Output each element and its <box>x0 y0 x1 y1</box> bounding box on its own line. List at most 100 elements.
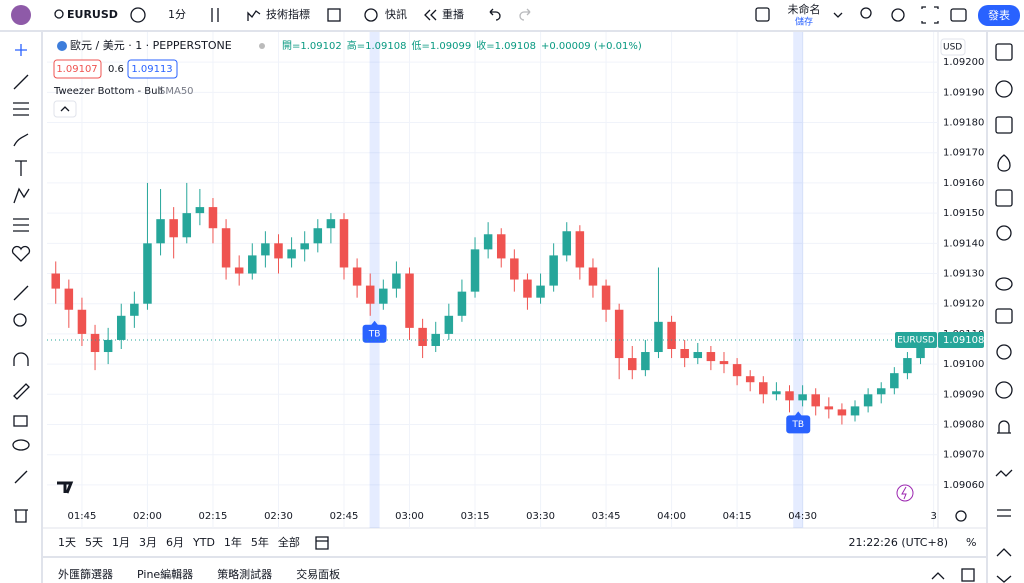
calendar[interactable] <box>995 189 1013 207</box>
layout-icon[interactable] <box>327 8 341 22</box>
ask-box[interactable] <box>127 59 178 79</box>
publish-button[interactable] <box>978 5 1020 26</box>
alerts[interactable] <box>995 80 1013 98</box>
ideas[interactable] <box>996 225 1012 241</box>
add-symbol[interactable] <box>130 7 146 23</box>
candle-body <box>156 219 165 244</box>
streams[interactable] <box>995 308 1013 324</box>
range-button[interactable]: 5年 <box>251 535 269 549</box>
range-button[interactable]: 5天 <box>85 536 103 549</box>
bottom-tab[interactable]: 策略測試器 <box>217 567 272 581</box>
redo[interactable] <box>519 8 531 21</box>
fullscreen[interactable] <box>921 6 939 24</box>
x-tick-label: 04:00 <box>657 511 686 522</box>
candle-body <box>221 228 231 268</box>
undo[interactable] <box>489 8 501 21</box>
trendline-tool[interactable] <box>13 74 29 90</box>
symbol[interactable]: EURUSD <box>67 8 118 21</box>
replay-icon <box>424 9 437 21</box>
interval[interactable]: 1分 <box>168 8 186 21</box>
indicator-name: Tweezer Bottom - Bull <box>53 86 163 97</box>
stay-drawing[interactable] <box>13 383 30 400</box>
watchlist[interactable] <box>995 43 1013 61</box>
candle-icon[interactable] <box>211 8 219 22</box>
measure-tool[interactable] <box>13 285 29 301</box>
annotation-label[interactable]: TB <box>791 420 804 430</box>
link-tool[interactable] <box>14 470 28 484</box>
notifications[interactable] <box>997 420 1011 434</box>
bid[interactable]: 1.09107 <box>56 64 97 75</box>
dom[interactable] <box>997 509 1011 517</box>
axis-settings[interactable] <box>955 510 967 522</box>
x-tick-label: 02:30 <box>264 511 293 522</box>
delete-tool[interactable] <box>14 509 28 523</box>
bid-box[interactable] <box>53 59 102 79</box>
projection-tool[interactable] <box>13 218 29 232</box>
lock-tool[interactable] <box>13 415 28 427</box>
annotation-marker[interactable] <box>362 324 387 343</box>
publish[interactable]: 發表 <box>988 8 1010 22</box>
indicators[interactable]: 技術指標 <box>266 7 310 21</box>
hotlists[interactable] <box>997 154 1011 172</box>
currency[interactable]: USD <box>943 43 962 53</box>
crosshair-tool[interactable] <box>15 44 27 56</box>
candle-body <box>444 315 454 334</box>
indicators-icon <box>247 10 261 21</box>
candle-body <box>457 291 467 316</box>
candle-body <box>614 309 624 359</box>
range-button[interactable]: YTD <box>192 536 215 549</box>
range-button[interactable]: 1天 <box>58 536 76 549</box>
pattern-tool[interactable] <box>13 187 30 204</box>
bottom-tab[interactable]: 交易面板 <box>296 567 340 581</box>
brush-tool[interactable] <box>13 133 29 147</box>
save[interactable]: 儲存 <box>795 16 813 28</box>
layout-name[interactable]: 未命名 <box>788 2 821 16</box>
range-button[interactable]: 1年 <box>224 535 242 549</box>
layers[interactable] <box>996 548 1012 557</box>
minimize[interactable] <box>931 572 945 580</box>
expand[interactable] <box>996 575 1012 583</box>
bottom-tab[interactable]: Pine編輯器 <box>137 567 193 581</box>
object-tree[interactable] <box>995 116 1013 134</box>
bottom-tab[interactable]: 外匯篩選器 <box>58 567 113 581</box>
candle-body <box>64 288 74 310</box>
candle-body <box>890 373 899 389</box>
candle-body <box>116 315 126 340</box>
snapshot[interactable] <box>950 8 967 22</box>
dropdown[interactable] <box>833 12 843 18</box>
magnet-tool[interactable] <box>13 352 29 366</box>
settings[interactable] <box>891 8 905 22</box>
zoom-tool[interactable] <box>13 313 27 327</box>
maximize[interactable] <box>961 568 975 582</box>
lightning-button[interactable] <box>896 484 914 502</box>
support[interactable] <box>996 344 1012 360</box>
chats[interactable] <box>995 277 1013 291</box>
hide-tool[interactable] <box>12 439 30 451</box>
candle-body <box>772 391 781 395</box>
grid <box>47 32 938 528</box>
alert[interactable]: 快訊 <box>385 7 407 21</box>
market[interactable] <box>995 469 1013 477</box>
annotation-marker[interactable] <box>786 415 811 434</box>
last-price: 1.09108 <box>943 335 984 346</box>
currency-box[interactable] <box>940 38 966 56</box>
playback[interactable] <box>995 381 1013 399</box>
replay[interactable]: 重播 <box>442 7 464 21</box>
favorites-tool[interactable] <box>11 245 31 262</box>
date-range-icon[interactable] <box>315 536 329 550</box>
range-button[interactable]: 1月 <box>112 536 130 549</box>
candle-body <box>706 352 716 362</box>
ask[interactable]: 1.09113 <box>131 64 172 75</box>
avatar[interactable] <box>11 5 31 25</box>
annotation-label[interactable]: TB <box>368 329 381 339</box>
text-tool[interactable] <box>15 160 27 176</box>
range-button[interactable]: 6月 <box>166 536 184 549</box>
highlight-band <box>793 32 804 528</box>
percent-toggle[interactable]: % <box>966 536 976 549</box>
collapse-button[interactable] <box>53 100 77 118</box>
range-button[interactable]: 全部 <box>278 535 300 549</box>
quick-search[interactable] <box>860 7 872 19</box>
fib-tool[interactable] <box>13 102 29 116</box>
checkbox[interactable] <box>755 7 770 22</box>
range-button[interactable]: 3月 <box>139 536 157 549</box>
